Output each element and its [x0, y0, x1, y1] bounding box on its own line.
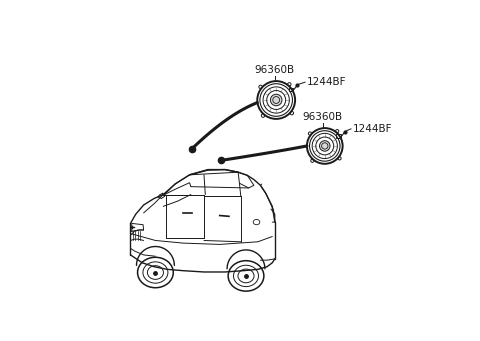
- Circle shape: [270, 94, 282, 106]
- Text: 1244BF: 1244BF: [306, 77, 346, 87]
- Circle shape: [320, 141, 330, 151]
- Text: 1244BF: 1244BF: [352, 124, 392, 134]
- Text: 96360B: 96360B: [255, 65, 295, 75]
- Text: 96360B: 96360B: [303, 112, 343, 122]
